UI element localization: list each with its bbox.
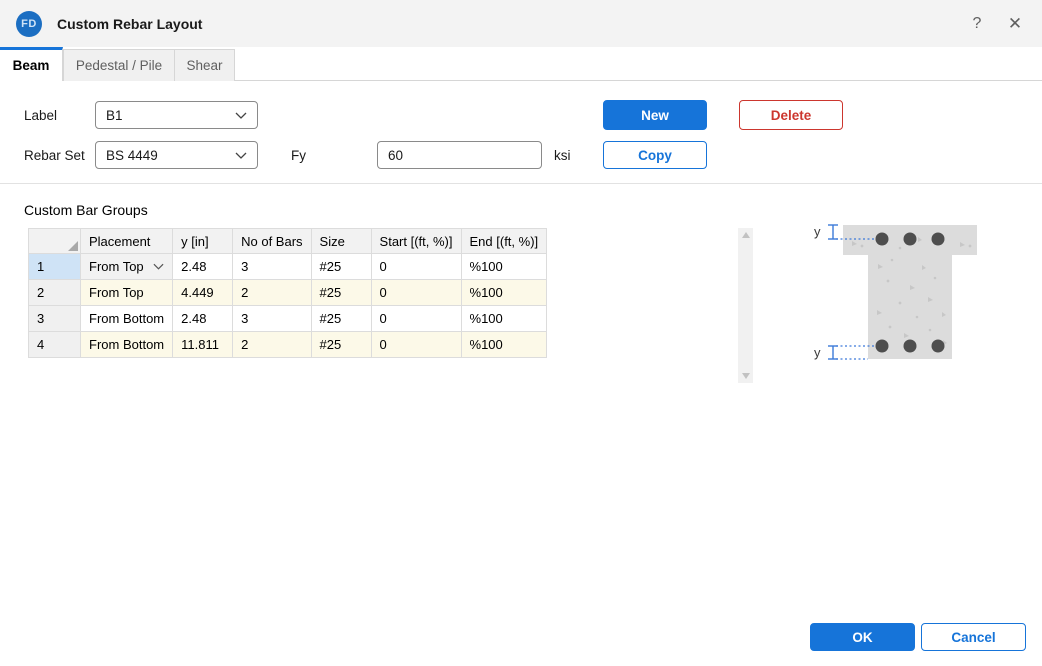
top-dimension-label: y: [814, 224, 821, 239]
ok-button[interactable]: OK: [810, 623, 915, 651]
row-number[interactable]: 4: [28, 331, 81, 358]
bar-groups-grid: Placement y [in] No of Bars Size Start […: [28, 228, 753, 383]
beam-cross-section-diagram: y y: [814, 224, 977, 360]
placement-cell[interactable]: From Bottom: [79, 331, 174, 358]
y-cell[interactable]: 2.48: [172, 253, 234, 280]
fy-unit-label: ksi: [554, 148, 571, 163]
chevron-down-icon: [235, 112, 247, 119]
concrete-speckles: [852, 237, 972, 345]
table-row: 2 From Top 4.449 2 #25 0 %100: [28, 279, 548, 306]
tab-pedestal-pile[interactable]: Pedestal / Pile: [63, 49, 175, 81]
corner-cell[interactable]: [28, 228, 81, 254]
bars-cell[interactable]: 2: [232, 331, 312, 358]
row-number[interactable]: 3: [28, 305, 81, 332]
bars-cell[interactable]: 3: [232, 305, 312, 332]
tab-beam[interactable]: Beam: [0, 47, 63, 81]
end-cell[interactable]: %100: [460, 305, 548, 332]
chevron-down-icon[interactable]: [153, 263, 164, 270]
close-icon[interactable]: ✕: [1007, 13, 1023, 33]
cancel-button[interactable]: Cancel: [921, 623, 1026, 651]
title-bar: FD Custom Rebar Layout ? ✕: [0, 0, 1042, 47]
bar-groups-table: Placement y [in] No of Bars Size Start […: [28, 228, 548, 358]
header-end: End [(ft, %)]: [460, 228, 548, 254]
chevron-down-icon: [235, 152, 247, 159]
vertical-scrollbar[interactable]: [738, 228, 753, 383]
size-cell[interactable]: #25: [310, 331, 372, 358]
select-all-icon: [68, 241, 78, 251]
header-row: Placement y [in] No of Bars Size Start […: [28, 228, 548, 254]
delete-button[interactable]: Delete: [739, 100, 843, 130]
section-title: Custom Bar Groups: [24, 202, 148, 218]
label-dropdown[interactable]: B1: [95, 101, 258, 129]
fy-caption: Fy: [291, 148, 306, 163]
y-cell[interactable]: 4.449: [172, 279, 234, 306]
app-logo-icon: FD: [16, 10, 42, 37]
start-cell[interactable]: 0: [370, 253, 462, 280]
row-number[interactable]: 2: [28, 279, 81, 306]
help-button[interactable]: ?: [972, 14, 982, 32]
top-dimension-marker: [828, 224, 874, 240]
header-placement: Placement: [79, 228, 174, 254]
y-cell[interactable]: 2.48: [172, 305, 234, 332]
scroll-down-icon[interactable]: [741, 373, 750, 379]
tab-strip: Beam Pedestal / Pile Shear: [0, 47, 1042, 81]
header-y: y [in]: [172, 228, 234, 254]
rebar-set-dropdown[interactable]: BS 4449: [95, 141, 258, 169]
tab-shear[interactable]: Shear: [175, 49, 235, 81]
dialog-title: Custom Rebar Layout: [57, 15, 203, 32]
end-cell[interactable]: %100: [460, 279, 548, 306]
new-button[interactable]: New: [603, 100, 707, 130]
tab-strip-divider: [0, 80, 1042, 81]
size-cell[interactable]: #25: [310, 279, 372, 306]
bars-cell[interactable]: 3: [232, 253, 312, 280]
section-divider: [0, 183, 1042, 184]
end-cell[interactable]: %100: [460, 331, 548, 358]
end-cell[interactable]: %100: [460, 253, 548, 280]
row-number[interactable]: 1: [28, 253, 81, 280]
label-dropdown-value: B1: [106, 107, 123, 123]
fy-input[interactable]: [377, 141, 542, 169]
table-row: 4 From Bottom 11.811 2 #25 0 %100: [28, 331, 548, 358]
placement-value: From Top: [89, 259, 144, 274]
label-field-caption: Label: [24, 108, 58, 123]
placement-cell[interactable]: From Bottom: [79, 305, 174, 332]
header-size: Size: [310, 228, 372, 254]
table-row: 3 From Bottom 2.48 3 #25 0 %100: [28, 305, 548, 332]
bottom-dimension-label: y: [814, 345, 821, 360]
placement-cell[interactable]: From Top: [79, 253, 174, 280]
header-start: Start [(ft, %)]: [370, 228, 462, 254]
rebar-dots: [875, 232, 945, 353]
start-cell[interactable]: 0: [370, 305, 462, 332]
bottom-dimension-marker: [828, 345, 874, 360]
size-cell[interactable]: #25: [310, 253, 372, 280]
y-cell[interactable]: 11.811: [172, 331, 234, 358]
start-cell[interactable]: 0: [370, 279, 462, 306]
rebar-set-dropdown-value: BS 4449: [106, 147, 158, 163]
bars-cell[interactable]: 2: [232, 279, 312, 306]
placement-cell[interactable]: From Top: [79, 279, 174, 306]
copy-button[interactable]: Copy: [603, 141, 707, 169]
size-cell[interactable]: #25: [310, 305, 372, 332]
rebar-set-caption: Rebar Set: [24, 148, 85, 163]
table-row: 1 From Top 2.48 3 #25 0 %100: [28, 253, 548, 280]
scroll-up-icon[interactable]: [741, 232, 750, 238]
start-cell[interactable]: 0: [370, 331, 462, 358]
header-no-of-bars: No of Bars: [232, 228, 312, 254]
